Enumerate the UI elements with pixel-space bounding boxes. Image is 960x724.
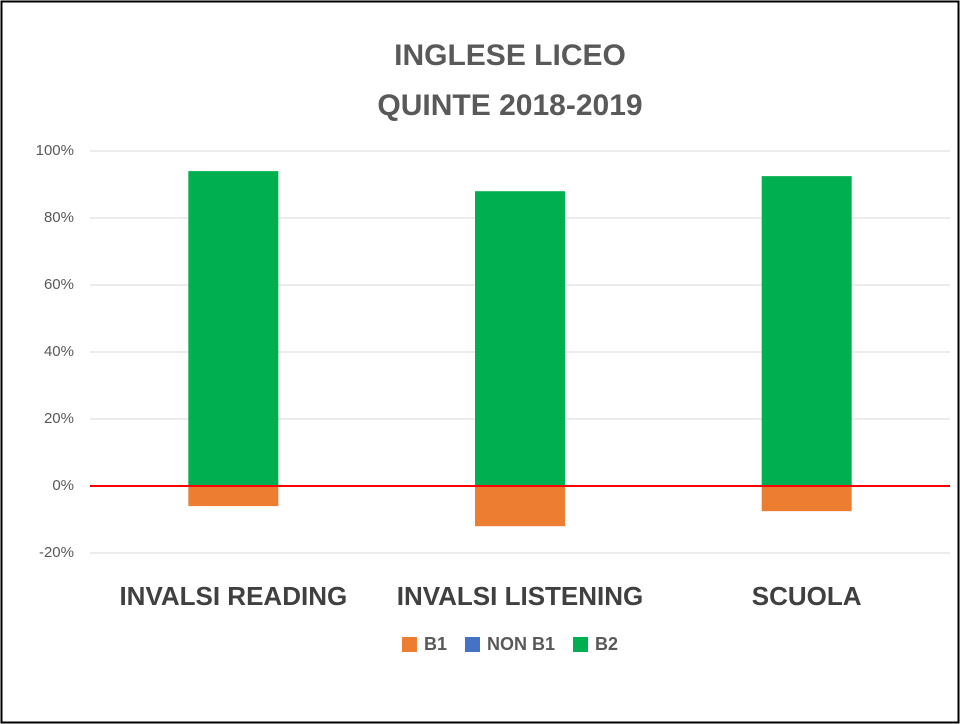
y-tick-label: 100% — [36, 142, 74, 159]
x-tick-label: INVALSI LISTENING — [397, 581, 644, 611]
bar-segment — [475, 191, 565, 486]
y-tick-label: 40% — [44, 343, 74, 360]
y-tick-label: -20% — [39, 544, 74, 561]
chart-title: INGLESE LICEO — [394, 39, 626, 72]
legend-label: NON B1 — [487, 634, 555, 654]
bar-segment — [188, 171, 279, 486]
legend-swatch — [464, 637, 480, 652]
y-tick-label: 60% — [44, 276, 74, 293]
legend-swatch — [573, 637, 589, 652]
x-tick-label: SCUOLA — [752, 581, 862, 611]
bar-segment — [475, 486, 565, 527]
y-tick-label: 80% — [44, 209, 74, 226]
legend-swatch — [401, 637, 417, 652]
legend-label: B1 — [424, 634, 447, 654]
bar-segment — [761, 176, 852, 486]
legend-label: B2 — [595, 634, 618, 654]
x-tick-label: INVALSI READING — [119, 581, 347, 611]
y-tick-label: 0% — [52, 477, 74, 494]
bar-segment — [761, 486, 852, 512]
chart-title: QUINTE 2018-2019 — [377, 89, 642, 122]
bar-segment — [188, 486, 279, 507]
y-tick-label: 20% — [44, 410, 74, 427]
